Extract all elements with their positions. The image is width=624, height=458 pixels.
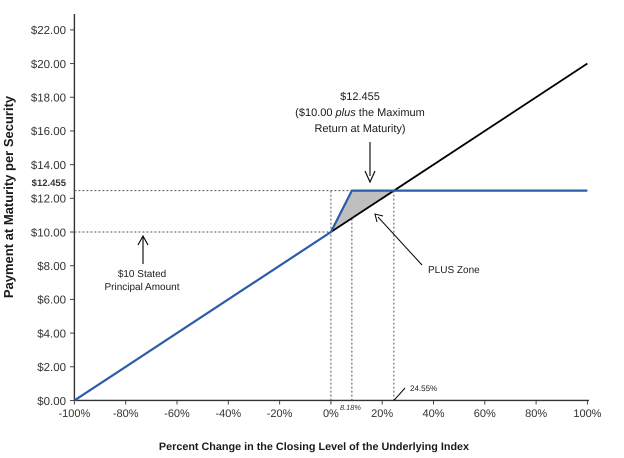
svg-text:($10.00 plus the Maximum: ($10.00 plus the Maximum	[295, 107, 425, 119]
svg-text:$12.455: $12.455	[340, 91, 380, 103]
svg-text:24.55%: 24.55%	[410, 384, 437, 393]
svg-text:-100%: -100%	[59, 408, 91, 420]
svg-text:-40%: -40%	[215, 408, 241, 420]
svg-text:$4.00: $4.00	[37, 328, 66, 340]
svg-text:$2.00: $2.00	[37, 362, 66, 374]
svg-text:$16.00: $16.00	[31, 126, 66, 138]
svg-text:$10.00: $10.00	[31, 227, 66, 239]
svg-text:$12.00: $12.00	[31, 194, 66, 206]
svg-text:Principal Amount: Principal Amount	[104, 282, 179, 293]
svg-text:40%: 40%	[422, 408, 444, 420]
svg-text:Percent Change in the Closing: Percent Change in the Closing Level of t…	[159, 441, 469, 453]
svg-text:$8.00: $8.00	[37, 261, 66, 273]
svg-text:$22.00: $22.00	[31, 25, 66, 37]
svg-text:$10 Stated: $10 Stated	[118, 269, 166, 280]
svg-text:0%: 0%	[323, 408, 339, 420]
svg-text:PLUS Zone: PLUS Zone	[428, 265, 480, 276]
svg-text:$20.00: $20.00	[31, 59, 66, 71]
svg-text:$0.00: $0.00	[37, 396, 66, 408]
svg-text:$14.00: $14.00	[31, 160, 66, 172]
svg-text:8.18%: 8.18%	[340, 403, 361, 412]
svg-text:80%: 80%	[525, 408, 547, 420]
svg-text:$6.00: $6.00	[37, 295, 66, 307]
svg-text:Return at Maturity): Return at Maturity)	[314, 123, 405, 135]
svg-text:60%: 60%	[474, 408, 496, 420]
svg-text:-60%: -60%	[164, 408, 190, 420]
svg-text:-20%: -20%	[267, 408, 293, 420]
svg-text:100%: 100%	[573, 408, 601, 420]
svg-text:20%: 20%	[371, 408, 393, 420]
svg-text:-80%: -80%	[113, 408, 139, 420]
svg-text:Payment at Maturity per Securi: Payment at Maturity per Security	[1, 95, 16, 298]
svg-text:$12.455: $12.455	[32, 178, 67, 189]
svg-text:$18.00: $18.00	[31, 93, 66, 105]
